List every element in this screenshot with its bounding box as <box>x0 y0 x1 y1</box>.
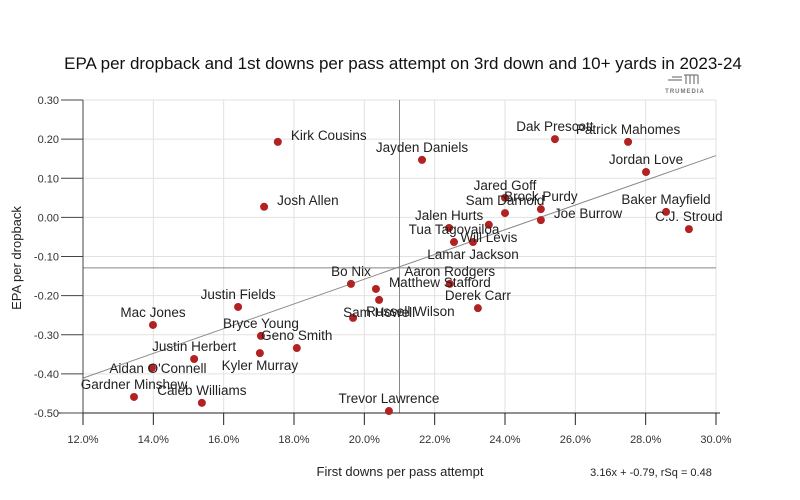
data-point <box>256 331 265 340</box>
x-tick-label: 14.0% <box>138 434 169 446</box>
point-label: Justin Herbert <box>152 339 236 354</box>
trumedia-logo: TRUMEDIA <box>665 74 705 95</box>
data-point <box>468 238 477 247</box>
data-point <box>255 349 264 358</box>
point-label: Gardner Minshew <box>81 377 188 392</box>
trumedia-logo-icon <box>668 74 699 84</box>
data-point <box>418 155 427 164</box>
y-tick-label: 0.20 <box>38 134 59 146</box>
x-tick-label: 26.0% <box>560 434 591 446</box>
point-label: Caleb Williams <box>157 383 247 398</box>
point-label: Bryce Young <box>223 316 299 331</box>
y-axis-label: EPA per dropback <box>9 206 24 310</box>
x-tick-label: 22.0% <box>419 434 450 446</box>
data-point <box>190 355 199 364</box>
data-point <box>662 207 671 216</box>
data-point <box>346 279 355 288</box>
point-label: Will Levis <box>460 230 517 245</box>
data-point <box>375 295 384 304</box>
data-point <box>473 304 482 313</box>
data-point <box>624 137 633 146</box>
data-point <box>349 313 358 322</box>
data-point <box>148 320 157 329</box>
data-point <box>536 216 545 225</box>
data-points <box>129 135 693 416</box>
point-label: Lamar Jackson <box>427 247 519 262</box>
y-tick-label: 0.00 <box>38 212 59 224</box>
data-point <box>684 225 693 234</box>
point-label: Matthew Stafford <box>389 275 491 290</box>
point-label: Patrick Mahomes <box>576 122 681 137</box>
point-label: Jared Goff <box>474 178 537 193</box>
data-point <box>642 167 651 176</box>
y-tick-label: -0.30 <box>34 330 59 342</box>
point-label: Russell Wilson <box>366 304 455 319</box>
point-label: Geno Smith <box>261 328 332 343</box>
point-label: Jayden Daniels <box>376 140 469 155</box>
y-tick-label: -0.20 <box>34 291 59 303</box>
data-point <box>484 220 493 229</box>
data-point <box>550 135 559 144</box>
data-point <box>147 364 156 373</box>
data-point <box>384 407 393 416</box>
point-label: Kyler Murray <box>222 358 299 373</box>
regression-equation: 3.16x + -0.79, rSq = 0.48 <box>590 467 712 479</box>
point-label: Mac Jones <box>120 305 186 320</box>
y-tick-label: -0.50 <box>34 408 59 420</box>
x-tick-label: 30.0% <box>700 434 731 446</box>
point-label: Brock Purdy <box>504 189 578 204</box>
x-tick-label: 12.0% <box>67 434 98 446</box>
reference-lines <box>83 100 716 413</box>
point-label: Bo Nix <box>331 264 371 279</box>
point-label: Jalen Hurts <box>415 208 484 223</box>
point-label: Aidan O'Connell <box>109 361 206 376</box>
data-point <box>371 284 380 293</box>
point-labels: Kirk Cousins Josh Allen Jayden Daniels Dak … <box>81 119 723 406</box>
data-point <box>273 137 282 146</box>
data-point <box>450 238 459 247</box>
data-point <box>234 302 243 311</box>
point-label: Justin Fields <box>201 287 276 302</box>
data-point <box>129 392 138 401</box>
y-axis-ticks: 0.30 0.20 0.10 0.00 -0.10 -0.20 -0.30 -0.40 -0.5… <box>34 95 83 420</box>
data-point <box>260 202 269 211</box>
point-label: Sam Howell <box>343 305 415 320</box>
x-tick-label: 28.0% <box>630 434 661 446</box>
x-tick-label: 24.0% <box>489 434 520 446</box>
y-tick-label: -0.10 <box>34 252 59 264</box>
point-label: Trevor Lawrence <box>339 391 440 406</box>
point-label: Derek Carr <box>445 288 512 303</box>
regression-line-group <box>82 155 717 379</box>
data-point <box>445 223 454 232</box>
y-tick-label: 0.10 <box>38 173 59 185</box>
y-tick-label: 0.30 <box>38 95 59 107</box>
data-point <box>292 344 301 353</box>
x-tick-label: 20.0% <box>349 434 380 446</box>
data-point <box>501 193 509 202</box>
regression-line <box>82 155 717 379</box>
point-label: Baker Mayfield <box>621 192 710 207</box>
x-tick-label: 16.0% <box>208 434 239 446</box>
x-axis-label: First downs per pass attempt <box>317 464 484 479</box>
data-point <box>445 279 454 288</box>
point-label: Sam Darnold <box>466 193 545 208</box>
data-point <box>197 398 206 407</box>
point-label: Aaron Rodgers <box>404 264 495 279</box>
point-label: Josh Allen <box>277 193 339 208</box>
point-label: Tua Tagovailoa <box>409 222 500 237</box>
point-label: Joe Burrow <box>554 206 623 221</box>
x-tick-label: 18.0% <box>278 434 309 446</box>
point-label: Dak Prescott <box>516 119 594 134</box>
point-label: Jordan Love <box>609 152 683 167</box>
point-label: Kirk Cousins <box>291 128 367 143</box>
point-label: C.J. Stroud <box>655 209 723 224</box>
x-axis-ticks: 12.0% 14.0% 16.0% 18.0% 20.0% 22.0% 24.0% 26.0%… <box>67 413 732 446</box>
y-tick-label: -0.40 <box>34 369 59 381</box>
data-point <box>536 205 545 214</box>
logo-text: TRUMEDIA <box>665 89 705 95</box>
data-point <box>501 209 509 218</box>
chart-title: EPA per dropback and 1st downs per pass … <box>64 54 742 73</box>
